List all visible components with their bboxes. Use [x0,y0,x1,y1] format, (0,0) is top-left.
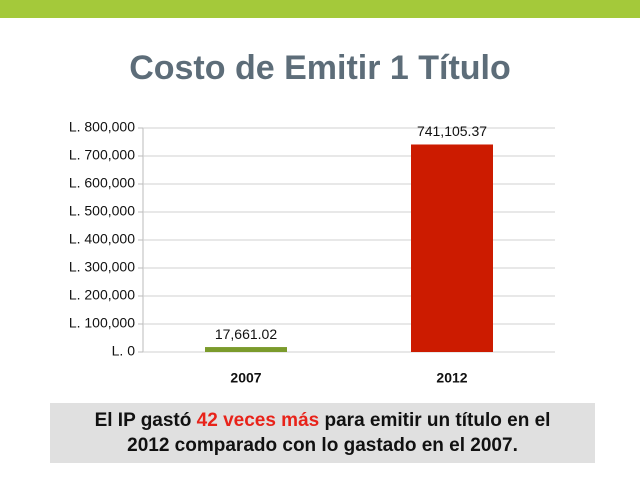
y-tick-label: L. 0 [112,343,136,359]
caption: El IP gastó 42 veces más para emitir un … [50,403,595,463]
caption-text: 2012 comparado con lo gastado en el 2007… [127,435,518,456]
value-label: 741,105.37 [417,123,487,139]
caption-text: El IP gastó [94,410,197,431]
y-tick-label: L. 300,000 [69,259,135,275]
x-tick-label: 2007 [230,370,261,386]
y-tick-label: L. 800,000 [69,119,135,135]
y-tick-label: L. 400,000 [69,231,135,247]
top-band [0,0,640,18]
bar [411,144,493,352]
x-tick-label: 2012 [436,370,467,386]
y-tick-label: L. 200,000 [69,287,135,303]
y-tick-label: L. 500,000 [69,203,135,219]
value-label: 17,661.02 [215,326,277,342]
caption-highlight: 42 veces más [196,410,320,431]
y-tick-label: L. 100,000 [69,315,135,331]
y-tick-label: L. 700,000 [69,147,135,163]
y-tick-label: L. 600,000 [69,175,135,191]
caption-text: para emitir un título en el [319,410,551,431]
chart-title: Costo de Emitir 1 Título [129,49,511,87]
bar [205,347,287,352]
